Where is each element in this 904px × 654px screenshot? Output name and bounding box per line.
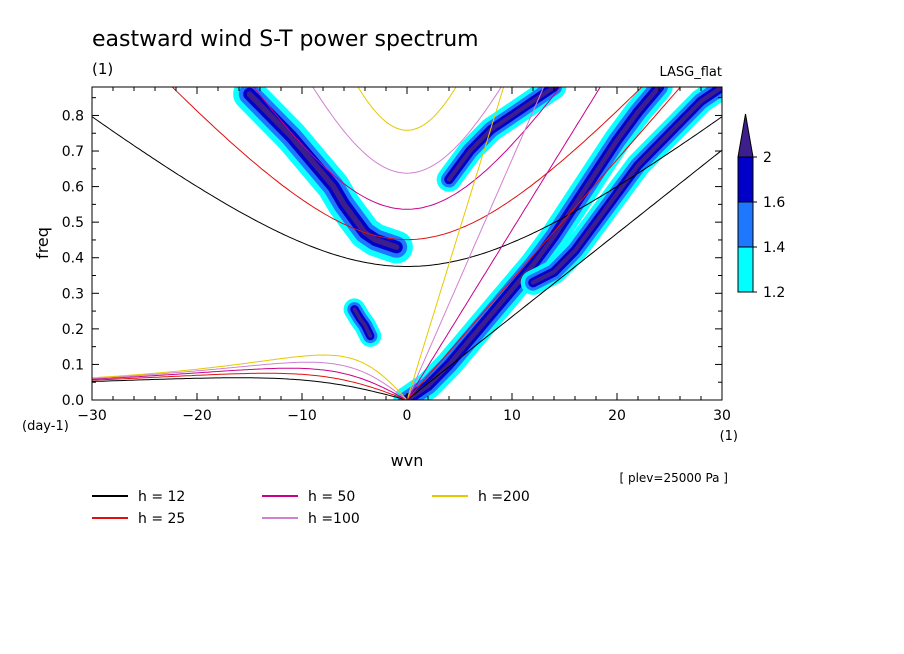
y-tick-label: 0.2 bbox=[62, 322, 84, 338]
y-tick-label: 0.6 bbox=[62, 180, 84, 196]
x-tick-label: −20 bbox=[182, 408, 212, 424]
dispersion-curve bbox=[312, 87, 502, 174]
dispersion-curve bbox=[92, 377, 408, 400]
legend-label: h = 50 bbox=[308, 489, 355, 505]
dispersion-curve bbox=[92, 367, 408, 400]
x-axis-label: wvn bbox=[391, 451, 424, 470]
band-kelvin-upper bbox=[436, 87, 567, 192]
x-tick-label: 30 bbox=[713, 408, 731, 424]
dispersion-curve bbox=[92, 372, 408, 400]
colorbar-label: 1.4 bbox=[763, 240, 785, 256]
band-n1-inertia-gravity-west bbox=[233, 87, 413, 264]
colorbar-label: 1.6 bbox=[763, 195, 785, 211]
dispersion-curve bbox=[406, 87, 601, 400]
y-axis: 0.0 0.1 0.2 0.3 0.4 0.5 0.6 0.7 0.8 bbox=[62, 97, 722, 409]
x-unit-label: (1) bbox=[720, 429, 738, 444]
dispersion-curve bbox=[92, 354, 408, 400]
legend-label: h =200 bbox=[478, 489, 530, 505]
colorbar-label: 1.2 bbox=[763, 285, 785, 301]
legend: h = 12 h = 25 h = 50 h =100 h =200 bbox=[92, 489, 530, 527]
x-tick-label: 20 bbox=[608, 408, 626, 424]
level-annotation: [ plev=25000 Pa ] bbox=[619, 471, 728, 485]
x-tick-label: 10 bbox=[503, 408, 521, 424]
colorbar-swatch bbox=[737, 201, 754, 248]
band-contour bbox=[352, 307, 373, 338]
chart-subtitle-left: (1) bbox=[92, 60, 113, 78]
chart-title: eastward wind S-T power spectrum bbox=[92, 27, 479, 52]
x-axis: −30 −20 −10 0 10 20 30 bbox=[77, 87, 731, 424]
dispersion-curve bbox=[406, 87, 505, 400]
y-tick-label: 0.1 bbox=[62, 357, 84, 373]
dispersion-curve bbox=[92, 116, 722, 267]
legend-label: h = 12 bbox=[138, 489, 185, 505]
colorbar-extension bbox=[737, 113, 754, 158]
y-tick-label: 0.8 bbox=[62, 108, 84, 124]
legend-label: h =100 bbox=[308, 511, 360, 527]
spectral-bands bbox=[233, 87, 722, 400]
colorbar-swatch bbox=[737, 246, 754, 293]
curve-group bbox=[92, 87, 601, 400]
chart-subtitle-right: LASG_flat bbox=[659, 65, 722, 80]
band-rossby-like bbox=[343, 298, 382, 347]
curve-group bbox=[92, 116, 722, 400]
y-unit-label: (day-1) bbox=[22, 419, 69, 434]
curve-group bbox=[92, 87, 545, 400]
plot-area bbox=[92, 87, 722, 400]
dispersion-curve bbox=[171, 87, 643, 241]
dispersion-curve bbox=[253, 87, 561, 210]
dispersion-curve bbox=[357, 87, 457, 131]
y-tick-label: 0.5 bbox=[62, 215, 84, 231]
colorbar: 1.2 1.4 1.6 2 bbox=[737, 113, 785, 301]
y-axis-label: freq bbox=[33, 227, 52, 259]
band-contour bbox=[446, 87, 557, 182]
band-contour bbox=[404, 87, 662, 400]
x-tick-label: −10 bbox=[287, 408, 317, 424]
curve-group bbox=[92, 87, 505, 400]
x-tick-label: −30 bbox=[77, 408, 107, 424]
band-kelvin bbox=[393, 87, 673, 400]
legend-label: h = 25 bbox=[138, 511, 185, 527]
dispersion-curve bbox=[406, 87, 682, 400]
y-tick-label: 0.3 bbox=[62, 286, 84, 302]
dispersion-curve bbox=[92, 361, 408, 400]
curve-group bbox=[92, 87, 682, 400]
colorbar-label: 2 bbox=[763, 150, 772, 166]
y-tick-label: 0.0 bbox=[62, 393, 84, 409]
y-tick-label: 0.7 bbox=[62, 144, 84, 160]
band-contour bbox=[246, 91, 400, 250]
colorbar-swatch bbox=[737, 156, 754, 203]
x-tick-label: 0 bbox=[403, 408, 412, 424]
y-tick-label: 0.4 bbox=[62, 251, 84, 267]
dispersion-curve bbox=[406, 149, 722, 400]
dispersion-curve bbox=[406, 87, 545, 400]
dispersion-curves bbox=[92, 87, 722, 400]
